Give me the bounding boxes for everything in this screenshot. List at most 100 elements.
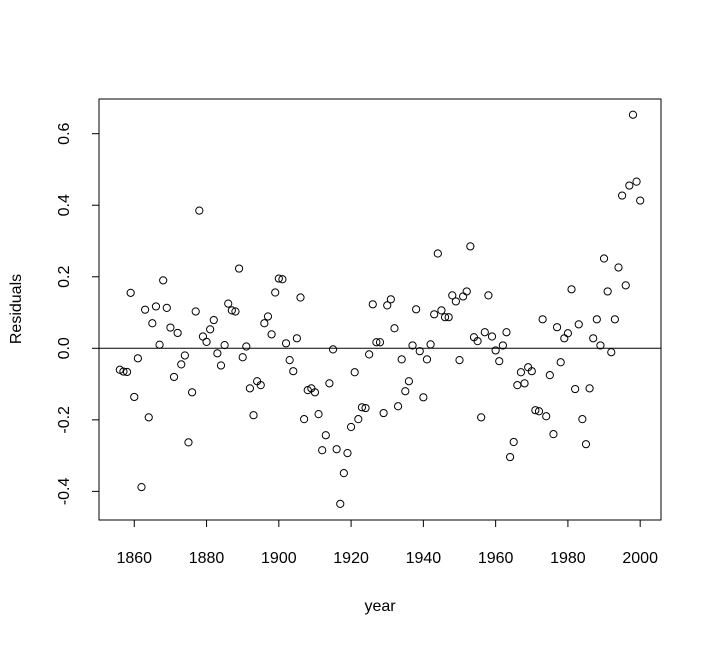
point: [354, 415, 363, 424]
point: [336, 499, 345, 509]
point: [365, 350, 374, 359]
point: [216, 361, 226, 370]
x-tick-label: 1960: [478, 550, 514, 567]
point: [484, 291, 493, 300]
point: [372, 338, 381, 347]
point: [159, 276, 168, 285]
point: [549, 430, 558, 439]
x-tick-label: 1940: [406, 550, 442, 567]
point: [263, 312, 273, 321]
plot-box: [98, 98, 662, 521]
point: [332, 445, 341, 454]
point: [393, 402, 403, 411]
point: [451, 297, 460, 306]
point: [628, 110, 638, 119]
point: [621, 281, 630, 290]
point: [408, 341, 417, 350]
point: [574, 320, 583, 329]
point: [177, 360, 186, 369]
point: [502, 328, 511, 337]
point: [466, 242, 475, 251]
point: [144, 413, 153, 422]
point: [162, 303, 171, 312]
y-tick-label: 0.6: [56, 122, 73, 144]
point: [632, 177, 641, 186]
point: [404, 377, 414, 386]
point: [448, 291, 457, 300]
point: [130, 392, 139, 402]
point: [375, 338, 385, 347]
point: [618, 191, 627, 200]
x-tick-label: 2000: [622, 550, 658, 567]
x-tick-label: 1860: [116, 550, 152, 567]
point: [585, 384, 594, 393]
point: [592, 315, 601, 324]
point: [231, 307, 240, 316]
point: [477, 413, 486, 422]
point: [437, 306, 446, 315]
x-tick-label: 1920: [333, 550, 369, 567]
point: [556, 358, 565, 367]
point: [328, 345, 338, 354]
point: [274, 274, 283, 283]
point: [260, 319, 269, 328]
point: [433, 249, 442, 258]
point: [249, 411, 258, 420]
point: [213, 349, 222, 358]
point: [625, 181, 634, 190]
point: [462, 287, 471, 296]
point: [148, 319, 157, 328]
point: [589, 334, 598, 343]
point: [314, 410, 323, 419]
point: [401, 387, 410, 396]
point: [430, 310, 439, 319]
point: [368, 300, 377, 309]
y-axis-label: Residuals: [8, 274, 25, 344]
point: [195, 206, 204, 215]
point: [542, 412, 551, 421]
y-tick-label: 0.2: [56, 266, 73, 288]
point: [281, 339, 291, 348]
point: [339, 469, 348, 478]
point: [119, 367, 128, 376]
x-tick-label: 1880: [189, 550, 225, 567]
point: [126, 288, 135, 297]
point: [206, 325, 215, 334]
point: [397, 355, 406, 364]
point: [198, 332, 208, 341]
point: [505, 452, 515, 462]
y-tick-label: -0.2: [56, 406, 73, 434]
point: [509, 437, 518, 447]
point: [581, 440, 591, 449]
point: [256, 381, 265, 390]
point: [289, 367, 298, 376]
point: [513, 381, 522, 390]
point: [296, 293, 305, 302]
x-axis-label: year: [364, 598, 396, 615]
point: [415, 347, 424, 356]
point: [310, 388, 320, 397]
point: [169, 372, 179, 382]
point: [390, 324, 399, 333]
point: [141, 305, 150, 314]
point: [166, 323, 175, 332]
point: [122, 367, 132, 377]
point: [224, 299, 233, 308]
point: [578, 415, 587, 424]
point: [350, 368, 359, 377]
point: [346, 422, 356, 432]
point: [180, 351, 189, 360]
point: [603, 287, 612, 296]
point: [596, 341, 605, 350]
point: [155, 340, 164, 349]
point: [538, 315, 547, 324]
point: [610, 315, 619, 324]
point: [534, 407, 544, 416]
point: [383, 301, 392, 310]
point: [133, 354, 142, 363]
point: [552, 323, 562, 332]
point: [137, 482, 146, 492]
point: [459, 292, 468, 301]
point: [473, 337, 482, 346]
